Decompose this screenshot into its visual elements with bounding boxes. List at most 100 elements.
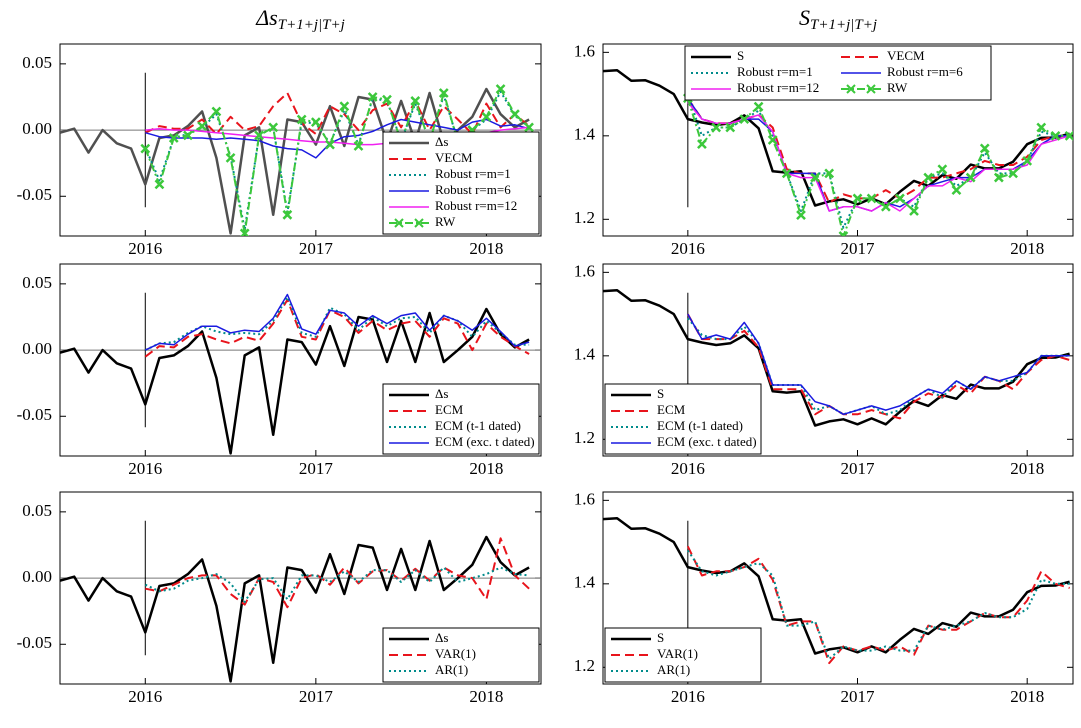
series-line: [144, 90, 530, 231]
series-line: [686, 549, 1070, 660]
x-marker: [382, 94, 392, 105]
legend-label: Robust r=m=6: [435, 182, 511, 197]
legend-label: Robust r=m=6: [887, 64, 963, 79]
legend-label: Robust r=m=1: [737, 64, 813, 79]
y-tick-label: 1.2: [574, 208, 595, 227]
legend-label: VAR(1): [435, 646, 476, 661]
x-marker: [711, 122, 722, 133]
y-tick-label: 0.05: [22, 53, 52, 72]
x-marker: [254, 130, 264, 141]
legend-label: VECM: [435, 150, 473, 165]
legend-box: [684, 45, 992, 101]
legend-label: Δs: [435, 386, 448, 401]
legend-label: ECM: [657, 402, 686, 417]
x-marker: [923, 172, 934, 183]
plot-frame: [59, 491, 542, 685]
series-line: [60, 307, 530, 455]
x-marker: [739, 114, 750, 125]
y-tick-label: 1.4: [574, 573, 596, 592]
legend-label: VAR(1): [657, 646, 698, 661]
plot-frame: [59, 263, 542, 457]
series-line: [144, 296, 530, 352]
legend-marker: [394, 218, 424, 228]
x-marker: [824, 168, 835, 179]
series-line: [686, 313, 1070, 420]
x-marker: [1036, 122, 1047, 133]
plot-frame: [602, 491, 1074, 685]
y-tick-label: -0.05: [17, 405, 52, 424]
x-tick-label: 2016: [671, 239, 705, 258]
x-marker: [282, 209, 293, 220]
x-marker: [796, 210, 806, 221]
plot: [60, 293, 530, 455]
legend-marker: [846, 84, 876, 94]
series-line: [603, 289, 1070, 427]
series-line: [686, 98, 1070, 236]
x-marker: [979, 143, 990, 154]
x-marker: [197, 121, 207, 131]
legend-label: S: [657, 386, 664, 401]
y-tick-label: -0.05: [17, 633, 52, 652]
x-marker: [310, 117, 321, 128]
plot: [60, 535, 530, 683]
x-marker: [1050, 130, 1061, 141]
x-marker: [909, 206, 919, 216]
x-marker: [339, 101, 350, 112]
legend-label: Δs: [435, 630, 448, 645]
title-subscript: T+1+j|T+j: [278, 17, 345, 33]
y-tick-label: 1.6: [574, 489, 595, 508]
title-main: Δs: [255, 5, 277, 30]
x-marker: [353, 141, 364, 151]
x-tick-label: 2016: [128, 459, 162, 478]
x-marker: [211, 106, 222, 117]
series-line: [60, 535, 530, 683]
x-marker: [993, 172, 1004, 183]
series-line: [687, 313, 1070, 416]
x-marker: [697, 139, 707, 150]
x-tick-label: 2017: [841, 687, 876, 706]
y-tick-label: 0.05: [22, 501, 52, 520]
x-marker: [239, 228, 250, 236]
x-marker: [1064, 130, 1073, 141]
y-tick-label: 1.6: [574, 41, 595, 60]
legend-label: ECM (t-1 dated): [657, 418, 743, 433]
x-marker: [895, 193, 905, 204]
legend-label: ECM (exc. t dated): [657, 434, 757, 449]
x-marker: [781, 168, 792, 179]
y-tick-label: 0.05: [22, 273, 52, 292]
legend-label: Δs: [435, 134, 448, 149]
plot-frame: [59, 43, 542, 237]
series-line: [603, 69, 1070, 207]
x-tick-label: 2017: [841, 459, 876, 478]
x-marker: [1008, 168, 1018, 179]
y-tick-label: 1.4: [574, 125, 596, 144]
series-line: [603, 517, 1070, 655]
x-marker: [510, 109, 520, 120]
x-marker: [937, 164, 948, 175]
x-tick-label: 2017: [299, 687, 334, 706]
x-marker: [1022, 155, 1033, 166]
legend-label: AR(1): [657, 662, 690, 677]
legend-box: [382, 131, 540, 235]
panel-title: ΔsT+1+j|T+j: [255, 5, 345, 33]
series-line: [686, 97, 1070, 204]
x-marker: [154, 179, 165, 190]
series-line: [145, 118, 530, 159]
x-tick-label: 2018: [469, 687, 503, 706]
x-tick-label: 2017: [299, 239, 334, 258]
series-line: [144, 566, 530, 603]
plot-frame: [602, 263, 1074, 457]
x-marker: [524, 122, 534, 133]
x-marker: [753, 101, 764, 112]
x-tick-label: 2018: [1010, 687, 1044, 706]
